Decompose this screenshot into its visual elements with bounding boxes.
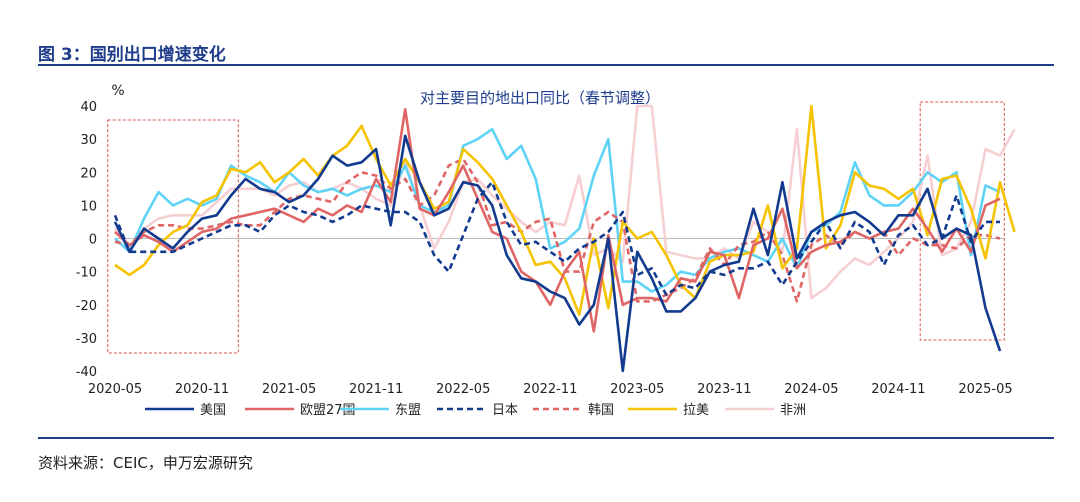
legend-item-5: 拉美 <box>628 403 709 418</box>
x-tick-label: 2022-11 <box>523 382 577 397</box>
x-tick-label: 2021-05 <box>262 382 316 397</box>
source-divider <box>38 437 1054 439</box>
legend-item-4: 韩国 <box>533 403 614 418</box>
legend-label: 韩国 <box>588 403 614 418</box>
axes: -40 -30 -20 -10 0 10 20 30 40 2020-05 2020-11 2021-… <box>76 100 1013 397</box>
highlight-box <box>919 101 1005 341</box>
figure-title: 图 3：国别出口增速变化 <box>38 45 226 65</box>
y-tick-label: 30 <box>80 133 97 148</box>
highlight-box <box>107 119 239 354</box>
y-tick-label: 10 <box>80 199 97 214</box>
x-tick-label: 2020-05 <box>88 382 142 397</box>
y-tick-label: 0 <box>89 233 97 248</box>
legend-item-2: 东盟 <box>340 403 421 418</box>
series-line-3 <box>113 180 1000 297</box>
legend-label: 拉美 <box>683 403 709 418</box>
series-line-5 <box>114 104 1016 316</box>
source-note: 资料来源：CEIC，申万宏源研究 <box>38 454 253 472</box>
legend-label: 东盟 <box>395 403 421 418</box>
line-chart: 对主要目的地出口同比（春节调整） % -40 -30 -20 -10 0 10 20 30 40… <box>76 83 1016 418</box>
x-tick-label: 2024-05 <box>784 382 838 397</box>
legend-item-3: 日本 <box>437 403 518 418</box>
legend-item-6: 非洲 <box>725 403 806 418</box>
legend-label: 非洲 <box>780 403 806 418</box>
series-line-2 <box>114 127 1001 293</box>
legend-item-1: 欧盟27国 <box>245 403 356 418</box>
x-tick-label: 2025-05 <box>958 382 1012 397</box>
legend-label: 欧盟27国 <box>300 403 356 418</box>
y-tick-label: -40 <box>76 365 97 380</box>
x-tick-label: 2022-05 <box>436 382 490 397</box>
x-tick-label: 2020-11 <box>175 382 229 397</box>
y-tick-label: -30 <box>76 332 97 347</box>
x-tick-label: 2023-05 <box>610 382 664 397</box>
x-tick-label: 2023-11 <box>697 382 751 397</box>
plot-area <box>107 101 1016 373</box>
legend-item-0: 美国 <box>145 403 226 418</box>
chart-title: 对主要目的地出口同比（春节调整） <box>420 89 660 107</box>
y-tick-label: -20 <box>76 299 97 314</box>
y-tick-label: 40 <box>80 100 97 115</box>
x-tick-label: 2024-11 <box>871 382 925 397</box>
series-line-0 <box>113 134 1002 373</box>
legend-label: 美国 <box>200 403 226 418</box>
legend: 美国 欧盟27国 东盟 日本 韩国 拉美 非洲 <box>145 403 806 418</box>
y-axis-unit-label: % <box>111 83 124 99</box>
x-tick-label: 2021-11 <box>349 382 403 397</box>
legend-label: 日本 <box>492 403 518 418</box>
title-divider <box>38 64 1054 66</box>
y-tick-label: 20 <box>80 166 97 181</box>
y-tick-label: -10 <box>76 266 97 281</box>
series-line-1 <box>114 108 1001 333</box>
